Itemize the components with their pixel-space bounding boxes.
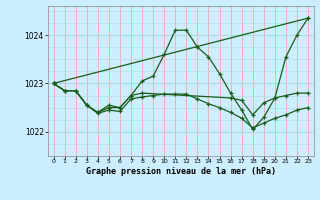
X-axis label: Graphe pression niveau de la mer (hPa): Graphe pression niveau de la mer (hPa) (86, 167, 276, 176)
